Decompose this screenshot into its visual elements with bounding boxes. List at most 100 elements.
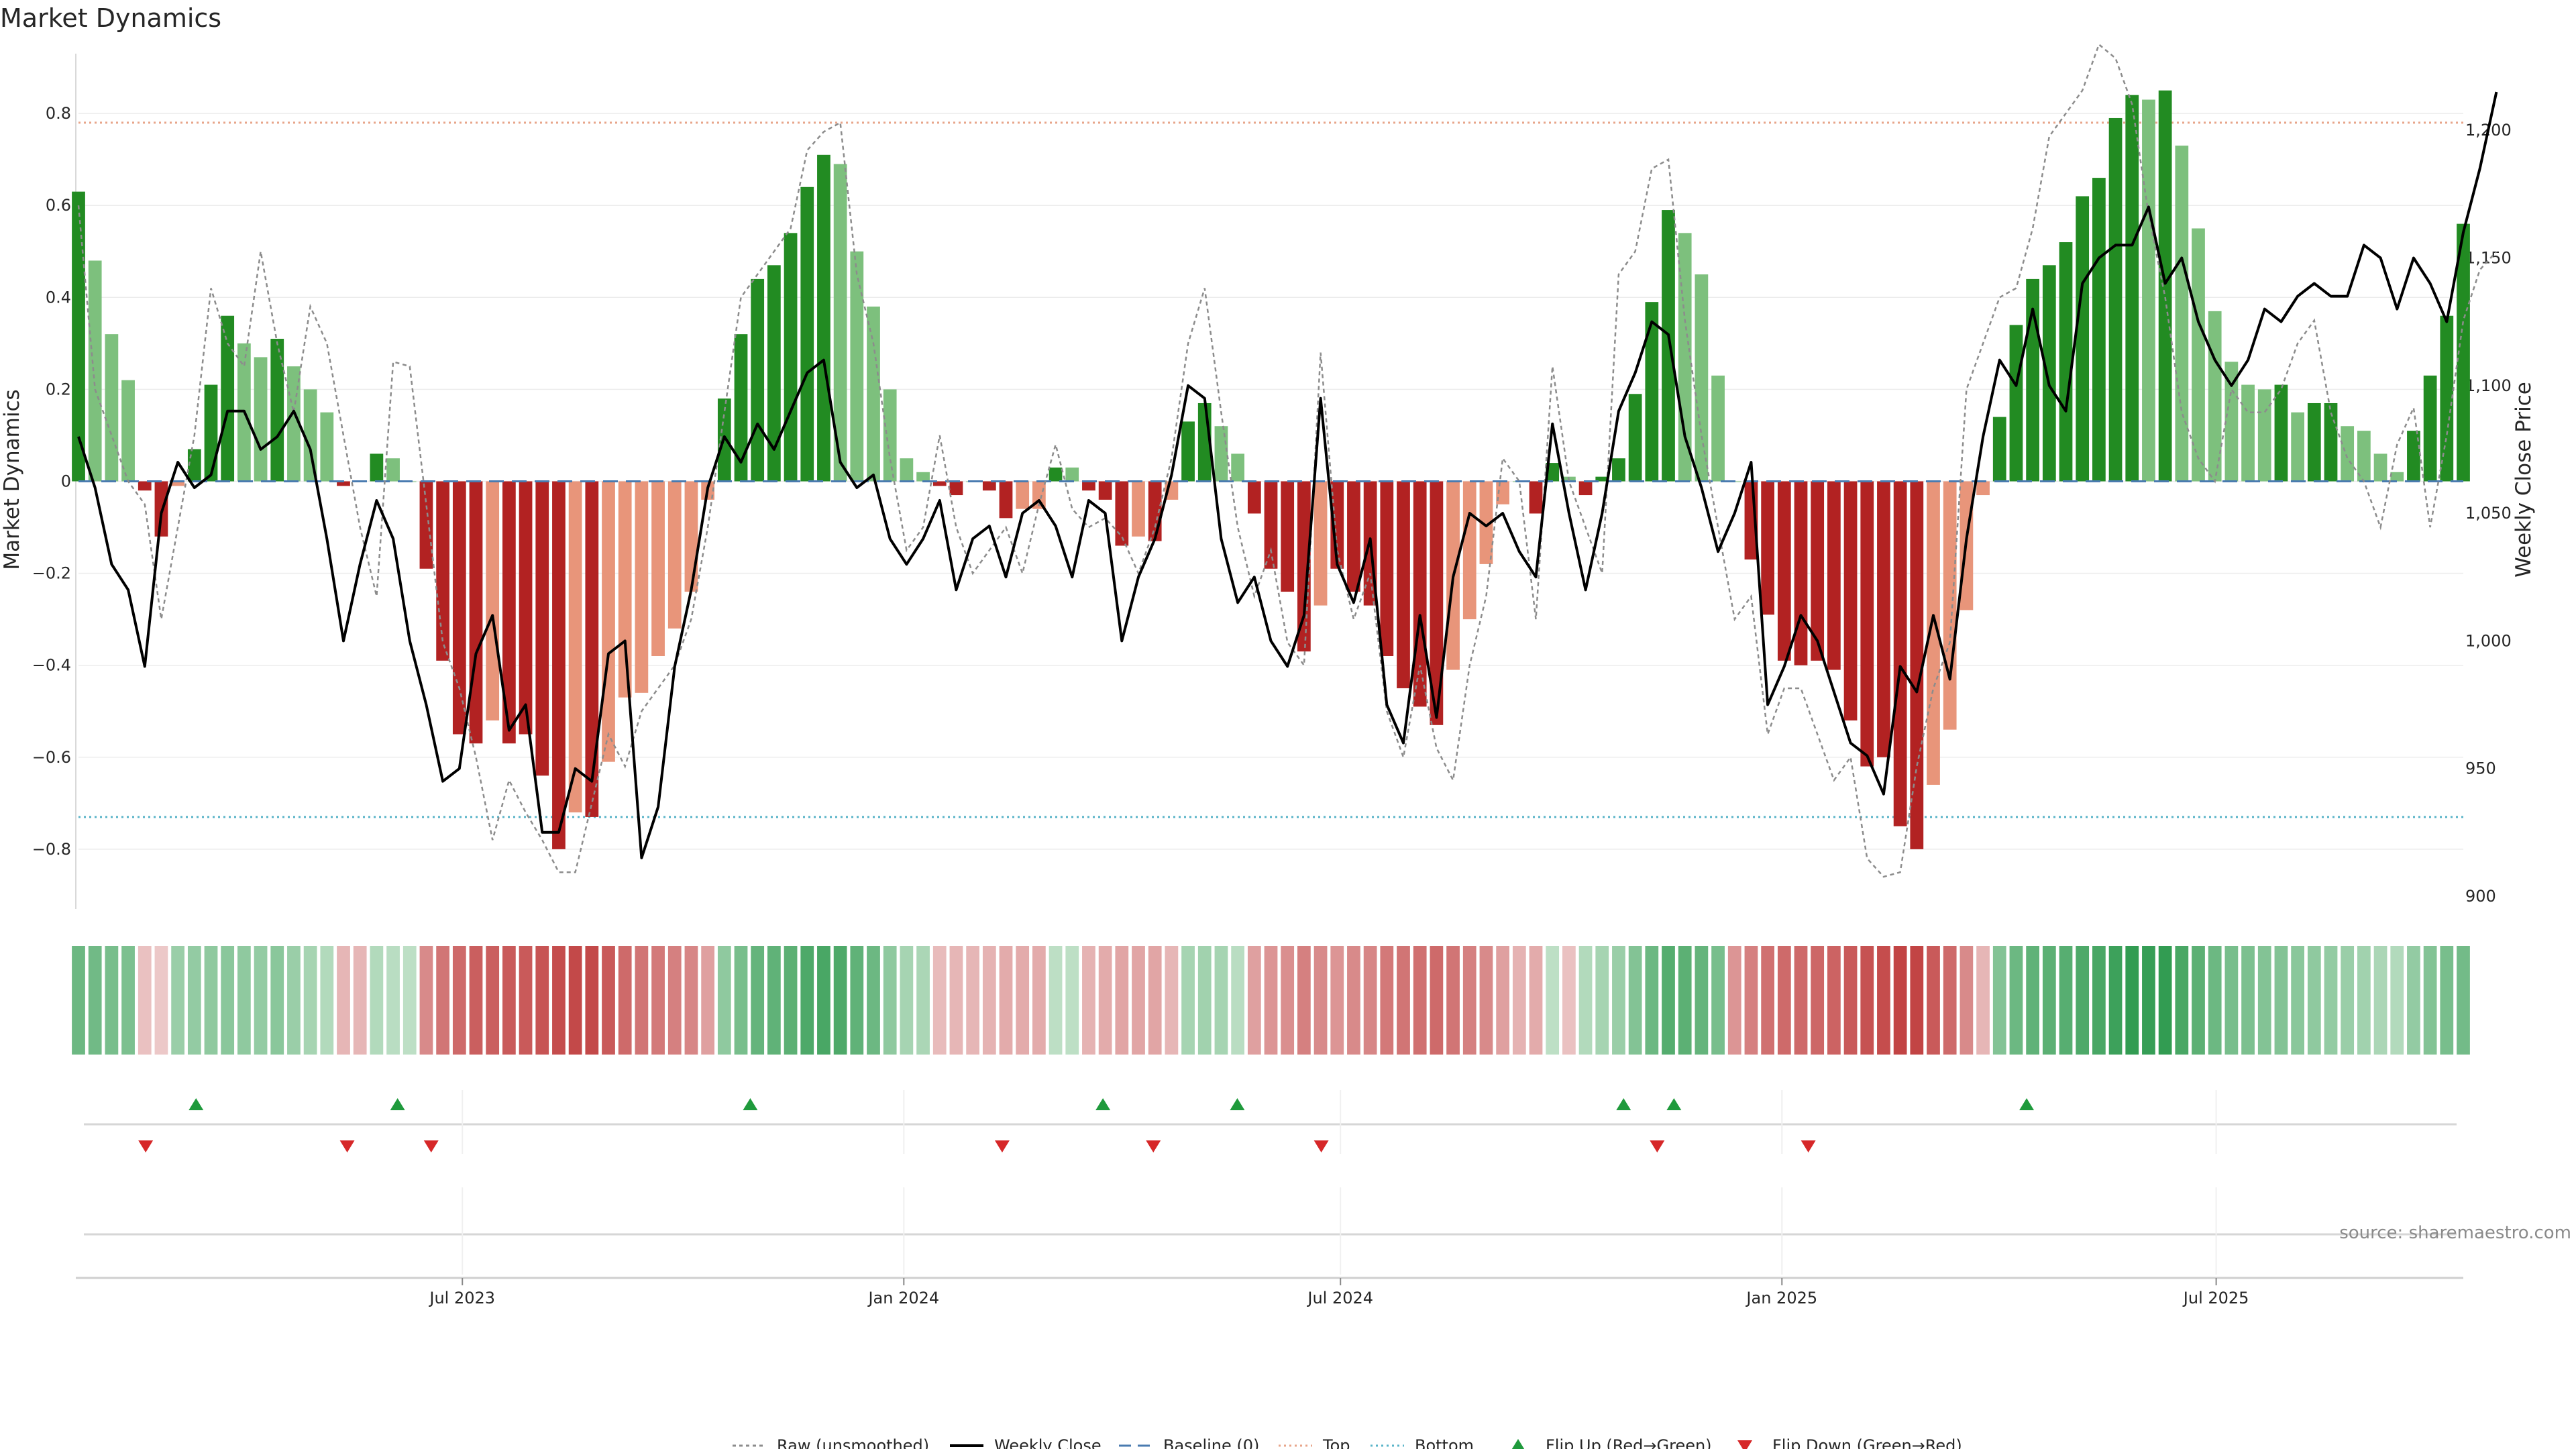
heat-cell [1992, 946, 2006, 1055]
flip-up-marker [1095, 1098, 1111, 1110]
heat-cell [452, 946, 466, 1055]
heat-cell [1281, 946, 1295, 1055]
heat-cell [535, 946, 549, 1055]
dynamics-bar [618, 481, 632, 698]
dynamics-bar [1065, 467, 1079, 482]
dynamics-bar [1794, 481, 1808, 665]
heat-cell [486, 946, 500, 1055]
right-tick-label: 1,150 [2465, 248, 2512, 267]
dynamics-bar [867, 307, 880, 482]
dynamics-bar [2274, 384, 2288, 482]
heat-cell [1496, 946, 1509, 1055]
flip-up-marker [1666, 1098, 1682, 1110]
heat-cell [1910, 946, 1924, 1055]
heat-cell [502, 946, 516, 1055]
dynamics-bar [370, 453, 384, 482]
heat-cell [2092, 946, 2106, 1055]
dynamics-bar [419, 481, 433, 569]
dynamics-bar [436, 481, 449, 661]
heat-cell [2009, 946, 2023, 1055]
dynamics-bar [138, 481, 152, 491]
heat-cell [254, 946, 268, 1055]
left-tick-label: 0 [61, 472, 71, 491]
dynamics-bar [1893, 481, 1907, 826]
heat-cell [1016, 946, 1030, 1055]
dynamics-bar [486, 481, 500, 720]
heat-cell [2390, 946, 2404, 1055]
heat-cell [2175, 946, 2189, 1055]
heat-cell [900, 946, 914, 1055]
legend-swatch-flip-up [1511, 1439, 1525, 1449]
left-tick-label: −0.6 [32, 748, 71, 767]
heat-cell [2440, 946, 2454, 1055]
heat-cell [883, 946, 897, 1055]
heat-cell [1976, 946, 1990, 1055]
heat-cell [2373, 946, 2387, 1055]
heat-cell [1811, 946, 1825, 1055]
heat-cell [1264, 946, 1278, 1055]
heat-cell [602, 946, 615, 1055]
dynamics-bar [2357, 431, 2371, 482]
source-credit: source: sharemaestro.com [2339, 1223, 2571, 1243]
dynamics-bar [2307, 402, 2321, 482]
heat-cell [717, 946, 731, 1055]
dynamics-bar [386, 458, 400, 482]
dynamics-bar [1927, 481, 1940, 785]
dynamics-bar [469, 481, 483, 744]
dynamics-bar [2423, 375, 2437, 482]
dynamics-bar [88, 260, 102, 482]
heat-cell [1927, 946, 1940, 1055]
heat-cell [1512, 946, 1526, 1055]
heat-cell [1578, 946, 1593, 1055]
dynamics-bar [635, 481, 649, 693]
heat-cell [2076, 946, 2090, 1055]
heat-cell [1662, 946, 1675, 1055]
heat-cell [72, 946, 85, 1055]
dynamics-bar [303, 389, 317, 482]
flip-down-marker [994, 1140, 1010, 1152]
left-tick-label: 0.8 [46, 104, 71, 123]
weekly-close-line [77, 91, 2498, 859]
dynamics-bar [2059, 242, 2073, 482]
heat-cell [1943, 946, 1957, 1055]
x-tick-label: Jul 2025 [2182, 1289, 2249, 1307]
right-tick-label: 1,050 [2465, 504, 2512, 523]
dynamics-bar [254, 357, 268, 482]
dynamics-bar [1860, 481, 1874, 767]
heat-cell [585, 946, 599, 1055]
legend-item: Baseline (0) [1119, 1436, 1259, 1449]
dynamics-bar [2175, 146, 2189, 482]
dynamics-bar [1992, 417, 2006, 482]
heat-cell [1877, 946, 1890, 1055]
dynamics-bar [2142, 99, 2155, 482]
heat-cell [618, 946, 632, 1055]
x-tick-label: Jul 2023 [428, 1289, 495, 1307]
left-tick-label: 0.2 [46, 380, 71, 398]
heat-cell [767, 946, 781, 1055]
heat-cell [121, 946, 135, 1055]
dynamics-bar [1231, 453, 1244, 482]
heat-cell [2357, 946, 2371, 1055]
dynamics-bar [221, 315, 235, 482]
flip-down-marker [1313, 1140, 1329, 1152]
heat-cell [2274, 946, 2288, 1055]
flip-down-marker [339, 1140, 355, 1152]
heat-cell [1032, 946, 1046, 1055]
dynamics-bar [684, 481, 698, 592]
dynamics-bar [1578, 481, 1593, 496]
heat-cell [999, 946, 1013, 1055]
heat-cell [949, 946, 963, 1055]
dynamics-bar [1281, 481, 1295, 592]
heat-cell [1777, 946, 1791, 1055]
dynamics-bar [2158, 90, 2172, 482]
heat-cell [2042, 946, 2056, 1055]
dynamics-bar [1462, 481, 1477, 620]
heat-cell [221, 946, 235, 1055]
legend-item: Flip Up (Red→Green) [1511, 1436, 1712, 1449]
flip-up-marker [1230, 1098, 1245, 1110]
heat-cell [1397, 946, 1410, 1055]
dynamics-bar [1843, 481, 1858, 720]
heat-cell [2423, 946, 2437, 1055]
dynamics-bar [1098, 481, 1112, 500]
legend-item: Flip Down (Green→Red) [1737, 1436, 1962, 1449]
